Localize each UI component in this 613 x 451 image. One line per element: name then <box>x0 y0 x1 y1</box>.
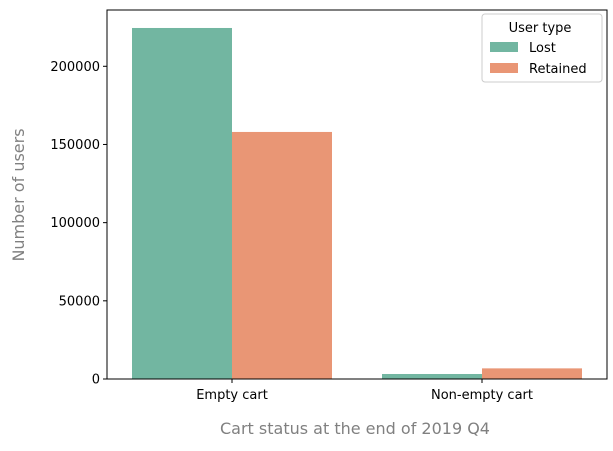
y-axis-label: Number of users <box>9 128 28 261</box>
y-tick-label: 100000 <box>50 216 100 231</box>
y-tick-label: 200000 <box>50 60 100 75</box>
legend-swatch-lost <box>490 42 518 52</box>
bar-retained-non-empty-cart <box>482 368 582 379</box>
y-tick-label: 150000 <box>50 138 100 153</box>
y-tick-label: 50000 <box>59 294 100 309</box>
bars-layer <box>132 27 582 380</box>
legend-title: User type <box>509 21 572 36</box>
bar-lost-non-empty-cart <box>382 373 482 379</box>
legend: User type Lost Retained <box>481 13 603 83</box>
y-tick-label: 0 <box>92 373 100 388</box>
x-axis-label: Cart status at the end of 2019 Q4 <box>220 419 490 438</box>
bar-retained-empty-cart <box>232 131 332 379</box>
legend-swatch-retained <box>490 63 518 73</box>
plot-frame <box>106 9 608 380</box>
x-axis: Empty cart Non-empty cart <box>196 379 533 403</box>
legend-label-lost: Lost <box>529 41 556 56</box>
legend-label-retained: Retained <box>529 62 587 77</box>
x-tick-label: Empty cart <box>196 388 268 403</box>
y-axis: 0 50000 100000 150000 200000 <box>50 60 107 388</box>
bar-lost-empty-cart <box>132 27 232 380</box>
x-tick-label: Non-empty cart <box>431 388 533 403</box>
